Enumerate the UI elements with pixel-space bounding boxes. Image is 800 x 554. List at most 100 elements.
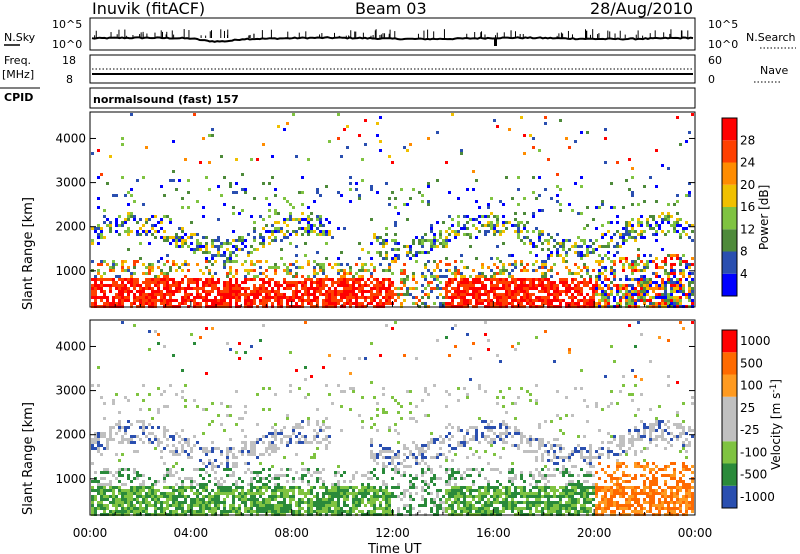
heatmap-cell <box>346 293 349 296</box>
heatmap-cell <box>223 287 226 290</box>
heatmap-cell <box>415 447 418 450</box>
heatmap-cell <box>295 302 298 305</box>
heatmap-cell <box>250 158 253 161</box>
heatmap-cell <box>238 342 241 345</box>
heatmap-cell <box>142 501 145 504</box>
heatmap-cell <box>421 444 424 447</box>
heatmap-cell <box>103 221 106 224</box>
heatmap-cell <box>232 489 235 492</box>
heatmap-cell <box>262 477 265 480</box>
heatmap-cell <box>688 272 691 275</box>
heatmap-cell <box>100 504 103 507</box>
heatmap-cell <box>388 281 391 284</box>
heatmap-cell <box>598 254 601 257</box>
heatmap-cell <box>196 233 199 236</box>
heatmap-cell <box>604 128 607 131</box>
heatmap-cell <box>145 507 148 510</box>
heatmap-cell <box>538 176 541 179</box>
heatmap-cell <box>394 423 397 426</box>
heatmap-cell <box>265 287 268 290</box>
heatmap-cell <box>379 302 382 305</box>
heatmap-cell <box>565 137 568 140</box>
heatmap-cell <box>439 507 442 510</box>
heatmap-cell <box>238 492 241 495</box>
heatmap-cell <box>232 453 235 456</box>
heatmap-cell <box>328 507 331 510</box>
heatmap-cell <box>292 293 295 296</box>
heatmap-cell <box>160 393 163 396</box>
heatmap-cell <box>343 510 346 513</box>
heatmap-cell <box>562 248 565 251</box>
heatmap-cell <box>346 146 349 149</box>
heatmap-cell <box>355 263 358 266</box>
heatmap-cell <box>433 498 436 501</box>
heatmap-cell <box>499 269 502 272</box>
heatmap-cell <box>535 260 538 263</box>
heatmap-cell <box>211 495 214 498</box>
heatmap-cell <box>244 188 247 191</box>
heatmap-cell <box>454 296 457 299</box>
heatmap-cell <box>538 266 541 269</box>
heatmap-cell <box>322 501 325 504</box>
heatmap-cell <box>466 266 469 269</box>
heatmap-cell <box>301 420 304 423</box>
heatmap-cell <box>394 239 397 242</box>
heatmap-cell <box>322 438 325 441</box>
heatmap-cell <box>667 281 670 284</box>
heatmap-cell <box>478 492 481 495</box>
heatmap-cell <box>124 290 127 293</box>
heatmap-cell <box>322 302 325 305</box>
heatmap-cell <box>277 299 280 302</box>
heatmap-cell <box>598 245 601 248</box>
heatmap-cell <box>262 483 265 486</box>
heatmap-cell <box>649 227 652 230</box>
heatmap-cell <box>124 507 127 510</box>
heatmap-cell <box>187 456 190 459</box>
heatmap-cell <box>349 507 352 510</box>
heatmap-cell <box>115 284 118 287</box>
heatmap-cell <box>166 278 169 281</box>
heatmap-cell <box>676 290 679 293</box>
heatmap-cell <box>331 302 334 305</box>
heatmap-cell <box>445 498 448 501</box>
heatmap-cell <box>121 281 124 284</box>
heatmap-cell <box>391 486 394 489</box>
heatmap-cell <box>226 290 229 293</box>
heatmap-cell <box>313 501 316 504</box>
heatmap-cell <box>193 287 196 290</box>
heatmap-cell <box>181 492 184 495</box>
heatmap-cell <box>523 287 526 290</box>
heatmap-cell <box>502 278 505 281</box>
heatmap-cell <box>145 146 148 149</box>
heatmap-cell <box>661 260 664 263</box>
heatmap-cell <box>595 284 598 287</box>
heatmap-cell <box>391 477 394 480</box>
heatmap-cell <box>349 480 352 483</box>
heatmap-cell <box>223 489 226 492</box>
heatmap-cell <box>337 504 340 507</box>
heatmap-cell <box>445 390 448 393</box>
heatmap-cell <box>217 248 220 251</box>
heatmap-cell <box>148 302 151 305</box>
heatmap-cell <box>298 221 301 224</box>
heatmap-cell <box>400 272 403 275</box>
heatmap-cell <box>448 290 451 293</box>
heatmap-cell <box>421 498 424 501</box>
heatmap-cell <box>352 486 355 489</box>
heatmap-cell <box>130 284 133 287</box>
station-title: Inuvik (fitACF) <box>92 0 205 18</box>
heatmap-cell <box>640 278 643 281</box>
heatmap-cell <box>298 438 301 441</box>
heatmap-cell <box>343 390 346 393</box>
heatmap-cell <box>379 453 382 456</box>
heatmap-cell <box>178 495 181 498</box>
heatmap-cell <box>388 269 391 272</box>
heatmap-cell <box>634 302 637 305</box>
heatmap-cell <box>481 492 484 495</box>
heatmap-cell <box>349 182 352 185</box>
heatmap-cell <box>382 462 385 465</box>
heatmap-cell <box>469 468 472 471</box>
heatmap-cell <box>277 287 280 290</box>
heatmap-cell <box>130 215 133 218</box>
heatmap-cell <box>214 284 217 287</box>
